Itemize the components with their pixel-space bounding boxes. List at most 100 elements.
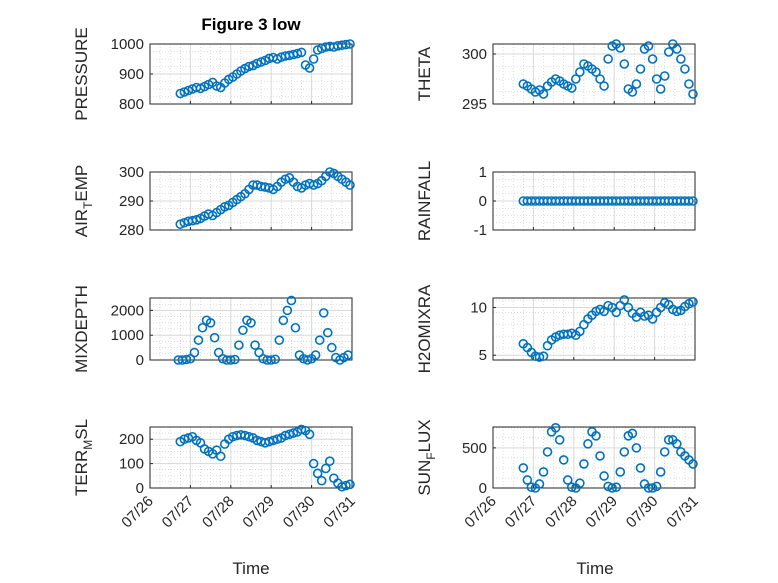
data-point (314, 335, 325, 345)
data-point (550, 423, 561, 433)
data-point (230, 354, 240, 365)
y-tick-label: 1000 (111, 36, 144, 53)
data-point (542, 447, 553, 457)
y-tick-label: 300 (119, 164, 144, 181)
data-point (526, 482, 537, 492)
data-point (554, 435, 565, 445)
data-point (296, 424, 307, 435)
data-point (345, 180, 355, 190)
x-axis-label-right: Time (576, 559, 613, 578)
data-point (226, 355, 236, 365)
y-axis-label: MIXDEPTH (72, 285, 91, 373)
data-point (205, 317, 216, 328)
data-point (595, 451, 605, 461)
data-point (538, 351, 549, 361)
data-point (647, 314, 658, 324)
data-point (308, 458, 319, 469)
data-point (631, 443, 642, 453)
data-point (672, 439, 682, 449)
data-point (611, 482, 622, 492)
data-point (575, 326, 585, 337)
data-point (599, 471, 609, 481)
data-point (270, 354, 281, 365)
data-point (647, 54, 658, 64)
data-point (318, 308, 329, 318)
y-axis-label: H2OMIXRA (415, 284, 434, 373)
data-point (575, 478, 585, 488)
data-point (316, 475, 327, 486)
data-point (627, 87, 638, 97)
subplot-1: 800 900 1000 PRESSURE (72, 27, 355, 121)
data-point (282, 305, 293, 316)
data-point (234, 340, 244, 350)
data-point (579, 459, 589, 469)
data-point (534, 479, 545, 489)
data-point (672, 306, 682, 317)
axis-frame (492, 43, 696, 105)
data-point (659, 71, 670, 81)
y-tick-label: 1000 (111, 327, 144, 344)
data-point (595, 74, 605, 84)
data-point (655, 84, 666, 94)
data-point (266, 355, 277, 365)
data-point (193, 335, 204, 345)
data-point (238, 325, 248, 336)
data-point (534, 352, 545, 362)
data-point (635, 64, 646, 74)
data-point (244, 61, 254, 72)
axis-frame (492, 426, 696, 489)
data-point (197, 322, 208, 333)
data-point (643, 41, 654, 51)
y-tick-label: 0 (479, 480, 487, 497)
y-tick-label: 5 (479, 347, 487, 364)
data-point (215, 451, 226, 462)
data-point (619, 295, 630, 305)
y-tick-label: 0 (136, 352, 144, 369)
y-tick-label: 0 (136, 480, 144, 497)
y-tick-label: 2000 (111, 302, 144, 319)
data-point (296, 47, 307, 58)
y-tick-label: 295 (462, 96, 487, 113)
data-point (288, 428, 299, 438)
data-point (688, 89, 698, 99)
data-point (324, 456, 335, 466)
y-tick-label: 300 (462, 46, 487, 63)
data-point (655, 467, 666, 477)
data-point (688, 196, 698, 206)
y-tick-label: 800 (119, 96, 144, 113)
data-point (599, 81, 609, 91)
y-axis-label: RAINFALL (415, 161, 434, 241)
data-point (558, 455, 569, 465)
data-point (246, 317, 256, 328)
data-point (286, 295, 297, 306)
data-point (343, 350, 353, 360)
data-point (326, 342, 337, 353)
data-point (522, 475, 533, 485)
data-point (562, 475, 573, 485)
data-point (292, 48, 303, 59)
figure-title: Figure 3 low (201, 15, 301, 34)
data-point (272, 434, 283, 445)
data-point (322, 327, 333, 338)
data-point (341, 39, 351, 50)
data-point (684, 196, 694, 206)
y-axis-label: PRESSURE (72, 27, 91, 121)
data-point (627, 428, 638, 439)
subplot-4: -1 0 1 RAINFALL (415, 161, 698, 241)
y-tick-label: 500 (462, 440, 487, 457)
data-point (290, 322, 301, 333)
data-point (571, 74, 581, 84)
data-point (663, 47, 674, 57)
y-tick-label: 0 (479, 193, 487, 210)
data-point (538, 467, 549, 477)
data-point (538, 89, 549, 99)
y-axis-label: THETA (415, 46, 434, 101)
data-point (684, 79, 694, 89)
data-point (189, 347, 200, 358)
data-point (575, 67, 585, 77)
y-tick-label: 1 (479, 164, 487, 181)
y-tick-label: 900 (119, 66, 144, 83)
subplot-2: 295 300 THETA (415, 39, 698, 113)
data-point (639, 311, 650, 321)
